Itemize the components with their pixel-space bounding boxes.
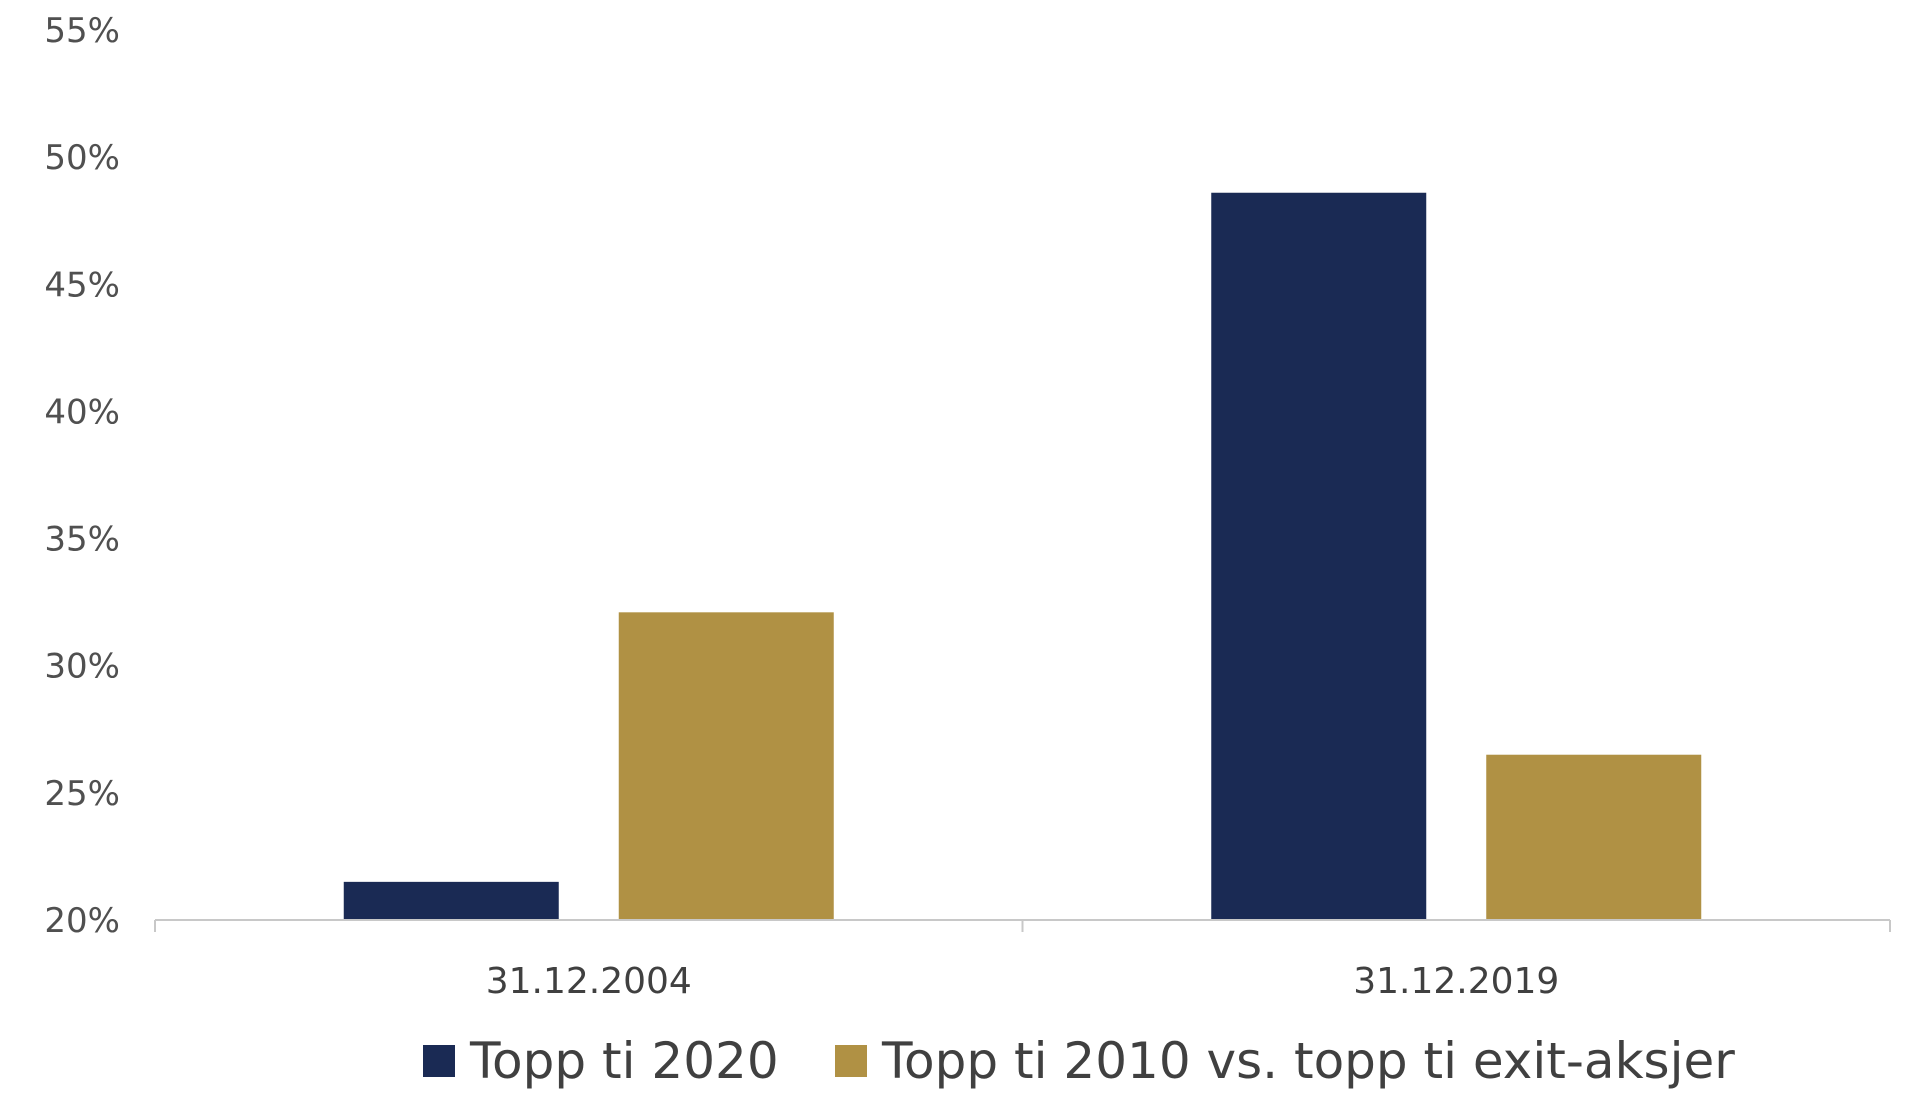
- y-tick-label: 25%: [44, 774, 120, 814]
- y-tick-label: 45%: [44, 265, 120, 305]
- y-tick-label: 40%: [44, 392, 120, 432]
- legend-label-topp-ti-2010-vs-exit: Topp ti 2010 vs. topp ti exit-aksjer: [881, 1032, 1735, 1090]
- x-category-label: 31.12.2019: [1353, 961, 1559, 1002]
- legend: Topp ti 2020 Topp ti 2010 vs. topp ti ex…: [423, 1032, 1735, 1090]
- bar-series-0-31-12-2004: [343, 881, 559, 920]
- bar-series-1-31-12-2019: [1486, 754, 1702, 920]
- y-axis: 20% 25% 30% 35% 40% 45% 50% 55%: [44, 11, 120, 941]
- legend-swatch-topp-ti-2010-vs-exit: [835, 1045, 867, 1077]
- legend-label-topp-ti-2020: Topp ti 2020: [469, 1032, 779, 1090]
- y-tick-label: 55%: [44, 11, 120, 51]
- y-tick-label: 50%: [44, 138, 120, 178]
- y-tick-label: 35%: [44, 520, 120, 560]
- x-category-label: 31.12.2004: [486, 961, 692, 1002]
- x-axis: 31.12.2004 31.12.2019: [154, 919, 1891, 1002]
- bars: [343, 192, 1702, 920]
- bar-series-1-31-12-2004: [618, 612, 834, 920]
- bar-series-0-31-12-2019: [1211, 192, 1427, 920]
- y-tick-label: 20%: [44, 901, 120, 941]
- y-tick-label: 30%: [44, 647, 120, 687]
- legend-swatch-topp-ti-2020: [423, 1045, 455, 1077]
